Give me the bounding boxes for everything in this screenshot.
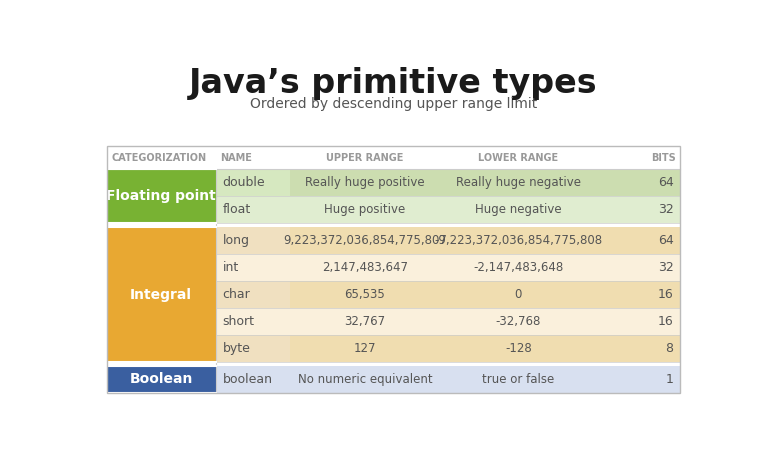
Text: -9,223,372,036,854,775,808: -9,223,372,036,854,775,808 bbox=[435, 234, 602, 248]
Text: Really huge positive: Really huge positive bbox=[305, 176, 425, 189]
Text: boolean: boolean bbox=[223, 373, 273, 386]
Text: Huge positive: Huge positive bbox=[324, 203, 406, 216]
Text: Really huge negative: Really huge negative bbox=[456, 176, 581, 189]
Bar bbox=[107, 146, 680, 393]
Text: Integral: Integral bbox=[131, 288, 192, 302]
Bar bbox=[216, 254, 680, 281]
Bar bbox=[107, 227, 216, 362]
Bar bbox=[216, 169, 680, 196]
Bar bbox=[107, 223, 680, 227]
Text: long: long bbox=[223, 234, 250, 248]
Bar bbox=[216, 196, 680, 223]
Text: 8: 8 bbox=[666, 342, 674, 355]
Text: Floating point: Floating point bbox=[106, 189, 216, 203]
Text: 127: 127 bbox=[353, 342, 376, 355]
Text: 16: 16 bbox=[658, 315, 674, 328]
Text: 32: 32 bbox=[658, 203, 674, 216]
Bar bbox=[216, 308, 290, 335]
Text: NAME: NAME bbox=[220, 153, 252, 162]
Bar bbox=[216, 227, 290, 254]
Text: short: short bbox=[223, 315, 255, 328]
Text: double: double bbox=[223, 176, 265, 189]
Text: 32,767: 32,767 bbox=[344, 315, 386, 328]
Text: 0: 0 bbox=[515, 288, 522, 301]
Text: BITS: BITS bbox=[651, 153, 676, 162]
Bar bbox=[107, 146, 680, 169]
Text: Huge negative: Huge negative bbox=[475, 203, 561, 216]
Text: No numeric equivalent: No numeric equivalent bbox=[297, 373, 432, 386]
Text: 64: 64 bbox=[658, 234, 674, 248]
Bar bbox=[216, 366, 680, 393]
Bar bbox=[107, 366, 216, 393]
Text: -32,768: -32,768 bbox=[495, 315, 541, 328]
Bar bbox=[216, 335, 290, 362]
Text: Ordered by descending upper range limit: Ordered by descending upper range limit bbox=[250, 97, 538, 111]
Bar bbox=[216, 169, 290, 196]
Text: 64: 64 bbox=[658, 176, 674, 189]
Bar bbox=[216, 196, 290, 223]
Text: char: char bbox=[223, 288, 250, 301]
Text: 9,223,372,036,854,775,807: 9,223,372,036,854,775,807 bbox=[283, 234, 447, 248]
Text: int: int bbox=[223, 261, 239, 274]
Bar bbox=[216, 227, 680, 254]
Text: -2,147,483,648: -2,147,483,648 bbox=[473, 261, 564, 274]
Bar bbox=[107, 146, 216, 169]
Text: 16: 16 bbox=[658, 288, 674, 301]
Bar bbox=[107, 362, 680, 366]
Bar bbox=[216, 281, 680, 308]
Text: 2,147,483,647: 2,147,483,647 bbox=[322, 261, 408, 274]
Text: Java’s primitive types: Java’s primitive types bbox=[189, 67, 598, 100]
Text: Boolean: Boolean bbox=[130, 373, 193, 387]
Text: 65,535: 65,535 bbox=[345, 288, 386, 301]
Text: float: float bbox=[223, 203, 251, 216]
Bar bbox=[216, 366, 290, 393]
Text: 1: 1 bbox=[666, 373, 674, 386]
Bar bbox=[107, 169, 216, 223]
Text: byte: byte bbox=[223, 342, 250, 355]
Text: UPPER RANGE: UPPER RANGE bbox=[326, 153, 404, 162]
Bar bbox=[216, 281, 290, 308]
Text: true or false: true or false bbox=[482, 373, 554, 386]
Text: CATEGORIZATION: CATEGORIZATION bbox=[111, 153, 207, 162]
Bar bbox=[216, 335, 680, 362]
Text: 32: 32 bbox=[658, 261, 674, 274]
Bar bbox=[216, 254, 290, 281]
Text: LOWER RANGE: LOWER RANGE bbox=[478, 153, 558, 162]
Bar bbox=[216, 308, 680, 335]
Text: -128: -128 bbox=[505, 342, 531, 355]
